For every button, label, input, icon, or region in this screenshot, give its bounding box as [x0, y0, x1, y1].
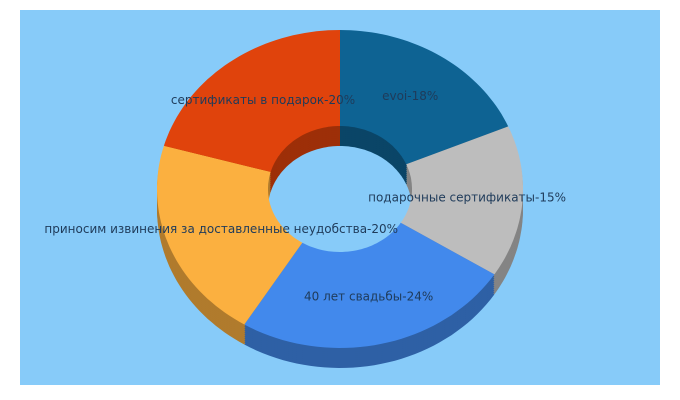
slice-label: сертификаты в подарок-20%	[171, 93, 355, 107]
slice-label: подарочные сертификаты-15%	[368, 190, 566, 204]
slice	[163, 30, 340, 172]
slice-label: evoi-18%	[382, 89, 438, 103]
slice-label: приносим извинения за доставленные неудо…	[44, 222, 398, 236]
slice-label: 40 лет свадьбы-24%	[304, 290, 433, 304]
slice	[340, 30, 509, 165]
slice	[244, 222, 495, 348]
slice	[400, 126, 523, 275]
slice	[157, 145, 303, 325]
